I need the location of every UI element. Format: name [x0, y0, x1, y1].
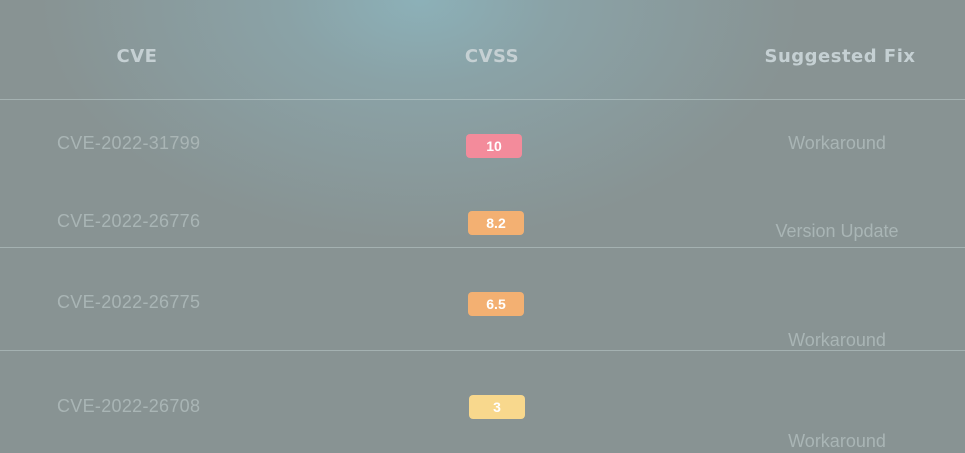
row-divider	[0, 99, 965, 100]
column-header-suggested-fix[interactable]: Suggested Fix	[764, 46, 916, 67]
column-header-cve[interactable]: CVE	[116, 46, 158, 67]
cvss-score-badge: 6.5	[468, 292, 524, 316]
suggested-fix[interactable]: Workaround	[788, 133, 886, 153]
cvss-score-badge: 3	[469, 395, 525, 419]
row-divider	[0, 247, 965, 248]
cve-id[interactable]: CVE-2022-26776	[57, 211, 201, 231]
cvss-score-badge: 10	[466, 134, 522, 158]
table-header: CVE CVSS Suggested Fix	[0, 0, 965, 99]
row-divider	[0, 350, 965, 351]
cvss-score-badge: 8.2	[468, 211, 524, 235]
suggested-fix[interactable]: Workaround	[788, 431, 886, 451]
suggested-fix[interactable]: Workaround	[788, 330, 886, 350]
cve-id[interactable]: CVE-2022-31799	[57, 133, 201, 153]
column-header-cvss[interactable]: CVSS	[464, 46, 520, 67]
cve-id[interactable]: CVE-2022-26708	[57, 396, 201, 416]
suggested-fix[interactable]: Version Update	[775, 221, 899, 241]
cve-id[interactable]: CVE-2022-26775	[57, 292, 201, 312]
